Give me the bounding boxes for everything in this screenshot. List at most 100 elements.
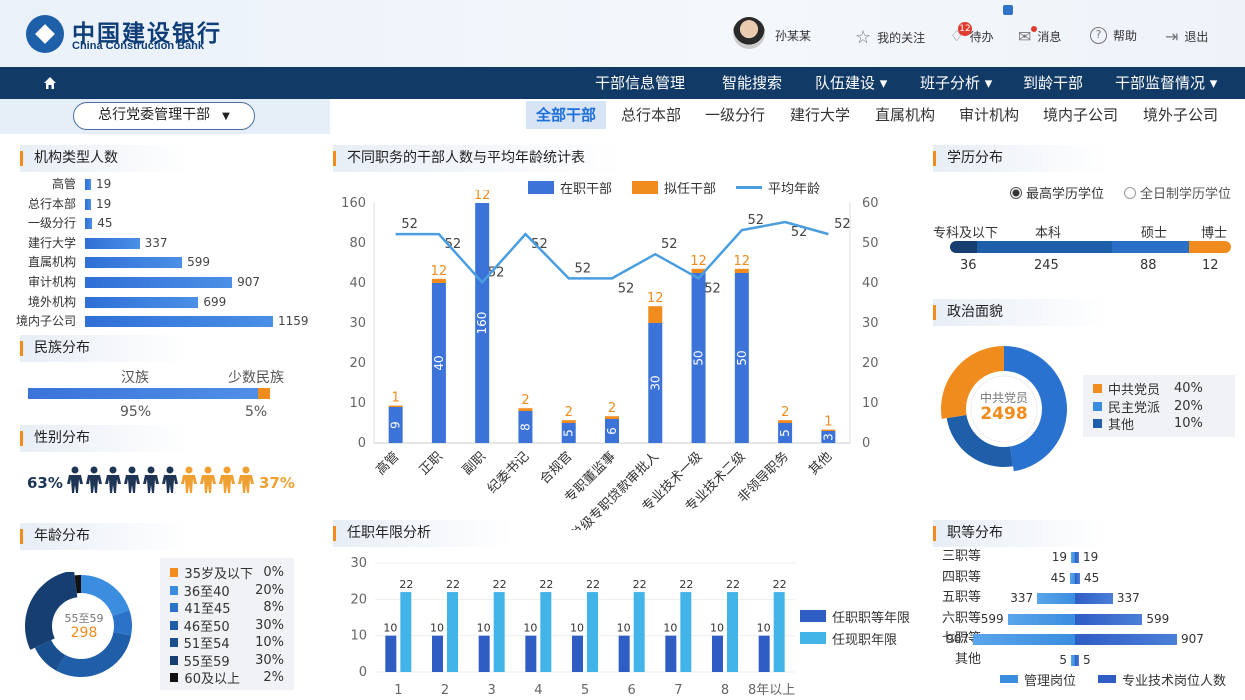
user-name[interactable]: 孙某某: [775, 29, 812, 43]
grade-value-mgmt: 19: [1051, 550, 1067, 564]
menu-marker-icon[interactable]: [1003, 5, 1013, 15]
grade-bar-tech: [1075, 572, 1081, 584]
nav-leadership-analysis[interactable]: 班子分析 ▾: [920, 74, 993, 92]
org-value: 907: [237, 275, 261, 289]
bar-nominated-label: 2: [781, 405, 789, 420]
tab-tier1-branch[interactable]: 一级分行: [705, 106, 766, 124]
tenure-bar-current: [727, 592, 738, 672]
politics-slice: [946, 414, 1014, 467]
y-right-tick: 20: [862, 356, 879, 371]
grade-bar-mgmt: [1037, 593, 1075, 604]
politics-slice: [1004, 346, 1067, 472]
age-legend-swatch: [170, 568, 179, 578]
age-title: 年龄分布: [20, 523, 190, 550]
grade-bar-tech: [1075, 593, 1113, 604]
person-body: [143, 475, 159, 493]
edu-seg-1: [977, 241, 1112, 253]
y-left-tick: 0: [358, 436, 366, 451]
nav-smart-search[interactable]: 智能搜索: [722, 74, 783, 92]
grade-row-label: 七职等: [941, 631, 981, 646]
politics-legend-pct: 40%: [1174, 381, 1203, 397]
org-bar: [85, 257, 183, 269]
person-icon: [124, 466, 140, 493]
edu-seg-0: [950, 241, 977, 253]
scope-dropdown[interactable]: 总行党委管理干部 ▼: [73, 102, 255, 130]
bar-nominated: [388, 405, 403, 407]
tab-direct-units[interactable]: 直属机构: [875, 106, 936, 124]
bar-nominated-label: 12: [690, 254, 707, 269]
person-icon: [200, 466, 216, 493]
legend-age-label: 平均年龄: [768, 182, 821, 197]
help-button[interactable]: ? 帮助: [1090, 27, 1137, 44]
bar-active-label: 3: [821, 433, 835, 441]
tab-domestic-sub[interactable]: 境内子公司: [1043, 106, 1119, 124]
grade-bar-mgmt: [973, 634, 1075, 645]
grade-value-mgmt: 907: [946, 632, 969, 646]
follow-button[interactable]: ☆ 我的关注: [855, 27, 925, 48]
tenure-current-label: 22: [539, 578, 553, 591]
age-slice: [112, 610, 133, 636]
ethnic-a-pct: 95%: [120, 404, 152, 420]
grade-bar-tech: [1075, 613, 1143, 625]
nav-retirement-age[interactable]: 到龄干部: [1023, 74, 1084, 92]
bar-active: [734, 273, 749, 443]
help-icon: ?: [1090, 27, 1107, 44]
politics-legend-swatch: [1093, 419, 1102, 429]
age-legend: 35岁及以下 0% 36至40 20% 41至45 8% 46至50 30% 51至54 10% 5…: [160, 558, 294, 690]
tenure-bar-grade: [525, 635, 537, 672]
tab-audit[interactable]: 审计机构: [959, 106, 1020, 124]
org-bar: [85, 198, 91, 210]
tenure-grade-label: 10: [757, 622, 771, 635]
grade-butterfly-chart: 三职等 19 19 四职等 45 45 五职等 337 337 六职等 599 599 七职等 907 90…: [935, 548, 1235, 673]
bar-nominated: [605, 416, 619, 419]
politics-center-value: 2498: [980, 404, 1028, 424]
legend-nominated-label: 拟任干部: [664, 182, 717, 197]
age-legend-swatch: [170, 655, 178, 665]
bar-active-label: 30: [648, 375, 662, 390]
bar-active: [388, 407, 403, 443]
grade-row-label: 三职等: [941, 549, 981, 564]
ethnic-b-pct: 5%: [245, 404, 268, 420]
person-body: [105, 475, 121, 493]
nav-cadre-info[interactable]: 干部信息管理: [595, 74, 686, 92]
age-legend-row: 55至59 30%: [170, 652, 284, 670]
home-icon[interactable]: [43, 76, 57, 90]
bar-nominated-label: 2: [608, 401, 616, 416]
age-point-label: 52: [834, 217, 851, 232]
age-legend-pct: 10%: [255, 635, 284, 651]
nav-team-building[interactable]: 队伍建设 ▾: [815, 74, 888, 92]
tenure-bar-grade: [758, 635, 770, 672]
grade-value-tech: 907: [1181, 632, 1204, 646]
todo-label: 待办: [969, 29, 994, 44]
mail-icon: ✉: [1018, 27, 1032, 46]
tenure-current-label: 22: [773, 578, 787, 591]
edu-stacked-bar: [950, 241, 1231, 253]
age-legend-swatch: [170, 638, 178, 648]
grade-row-label: 五职等: [941, 590, 981, 605]
x-tick-label: 正职: [417, 449, 446, 478]
ethnic-b-label: 少数民族: [228, 370, 284, 386]
y-left-tick: 20: [349, 356, 366, 371]
org-bar: [85, 277, 233, 288]
politics-legend-pct: 10%: [1174, 416, 1203, 432]
radio-highest[interactable]: 最高学历学位: [1010, 183, 1104, 202]
grade-legend: 管理岗位 专业技术岗位人数: [1000, 670, 1226, 689]
avatar[interactable]: [733, 17, 765, 49]
main-legend: 在职干部 拟任干部 平均年龄: [528, 178, 820, 197]
y-right-tick: 50: [862, 236, 879, 251]
messages-button[interactable]: ✉ 消息: [1018, 27, 1061, 46]
tab-overseas-sub[interactable]: 境外子公司: [1143, 106, 1219, 124]
org-value: 599: [187, 255, 211, 270]
tab-all[interactable]: 全部干部: [526, 101, 607, 129]
gender-people: [66, 466, 255, 494]
tab-head-office[interactable]: 总行本部: [621, 106, 682, 124]
grade-value-mgmt: 45: [1050, 570, 1066, 585]
tab-university[interactable]: 建行大学: [790, 106, 851, 124]
bar-active-label: 50: [735, 350, 749, 365]
tenure-current-label: 22: [399, 578, 413, 591]
radio-fulltime[interactable]: 全日制学历学位: [1124, 183, 1231, 202]
logout-button[interactable]: ⇥ 退出: [1165, 27, 1208, 46]
nav-supervision[interactable]: 干部监督情况 ▾: [1115, 74, 1218, 92]
ethnic-bar-fill: [28, 388, 258, 399]
age-legend-row: 41至45 8%: [170, 599, 284, 617]
